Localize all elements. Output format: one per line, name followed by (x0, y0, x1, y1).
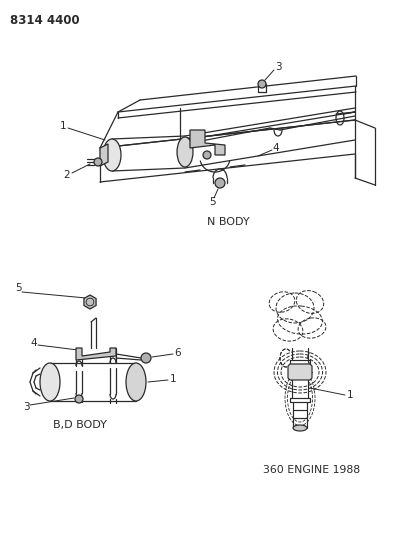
Text: 1: 1 (60, 121, 66, 131)
Ellipse shape (126, 363, 146, 401)
Circle shape (94, 158, 102, 166)
Polygon shape (190, 130, 225, 155)
Circle shape (258, 80, 266, 88)
Text: 1: 1 (170, 374, 176, 384)
Text: 3: 3 (275, 62, 281, 72)
Text: 8314 4400: 8314 4400 (10, 14, 80, 27)
Circle shape (141, 353, 151, 363)
Ellipse shape (293, 425, 307, 431)
Polygon shape (84, 295, 96, 309)
Text: 3: 3 (23, 402, 29, 412)
Text: 4: 4 (31, 338, 38, 348)
Circle shape (203, 151, 211, 159)
Text: 6: 6 (175, 348, 181, 358)
Circle shape (75, 395, 83, 403)
Ellipse shape (103, 139, 121, 171)
Text: 4: 4 (273, 143, 279, 153)
Circle shape (215, 178, 225, 188)
Text: 2: 2 (64, 170, 70, 180)
Ellipse shape (40, 363, 60, 401)
Text: 5: 5 (15, 283, 21, 293)
Polygon shape (288, 364, 312, 380)
Text: B,D BODY: B,D BODY (53, 420, 107, 430)
Text: 5: 5 (210, 197, 216, 207)
Text: 1: 1 (347, 390, 353, 400)
Text: N BODY: N BODY (207, 217, 249, 227)
Ellipse shape (177, 137, 193, 167)
Text: 360 ENGINE 1988: 360 ENGINE 1988 (263, 465, 361, 475)
Polygon shape (100, 144, 108, 166)
Polygon shape (76, 348, 116, 360)
